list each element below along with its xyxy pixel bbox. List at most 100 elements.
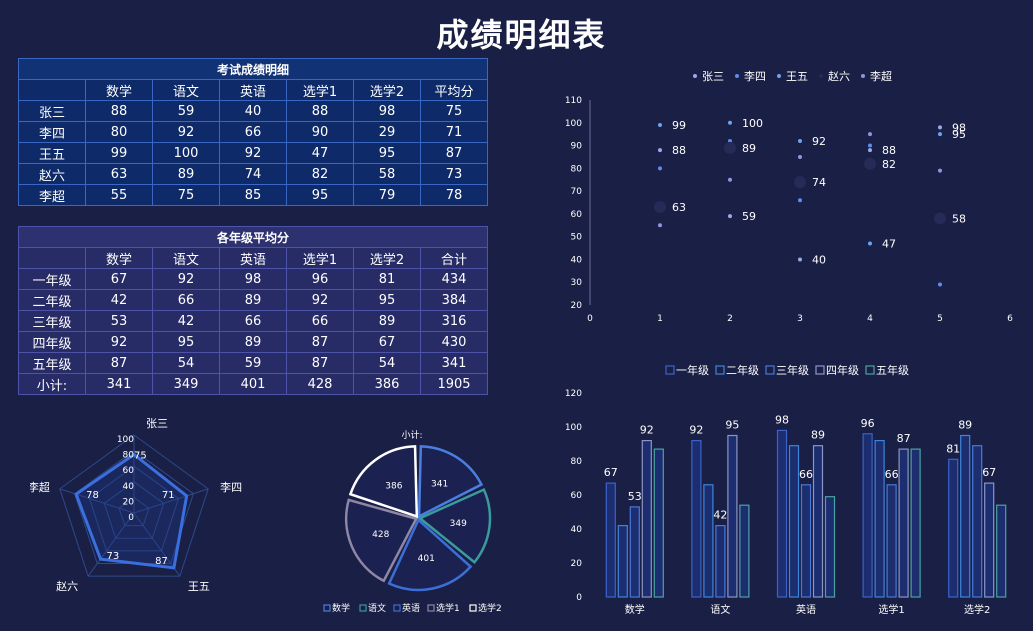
- scatter-point[interactable]: [868, 143, 872, 148]
- scatter-point[interactable]: [658, 123, 662, 128]
- pie-slice[interactable]: [348, 445, 419, 519]
- pie-slice[interactable]: [417, 487, 492, 565]
- table-cell: 88: [85, 100, 153, 122]
- radar-scale-label: 40: [123, 482, 135, 492]
- bar[interactable]: [812, 445, 824, 598]
- scatter-point[interactable]: [658, 166, 662, 171]
- legend-label[interactable]: 五年级: [876, 363, 909, 377]
- scatter-point[interactable]: [798, 139, 802, 143]
- radar-scale-label: 20: [123, 497, 135, 507]
- pie-slice[interactable]: [417, 445, 484, 519]
- bar[interactable]: [862, 433, 873, 598]
- bar[interactable]: [886, 484, 897, 598]
- bar[interactable]: [824, 496, 836, 598]
- scatter-point[interactable]: [728, 177, 732, 182]
- scatter-point[interactable]: [724, 141, 736, 154]
- bar[interactable]: [984, 482, 995, 598]
- y-tick-label: 60: [571, 491, 583, 501]
- legend-label[interactable]: 数学: [332, 602, 350, 614]
- scatter-point[interactable]: [938, 125, 942, 130]
- legend-marker: [427, 604, 435, 612]
- legend-label[interactable]: 选学1: [436, 602, 460, 614]
- scatter-point[interactable]: [658, 223, 662, 228]
- x-tick-label: 英语: [796, 603, 816, 616]
- bar[interactable]: [960, 434, 971, 598]
- bar[interactable]: [776, 429, 788, 598]
- bar[interactable]: [605, 482, 616, 598]
- radar-axis: [59, 488, 135, 514]
- bar[interactable]: [800, 484, 812, 598]
- radar-area[interactable]: [74, 452, 189, 570]
- radar-indicator-label: 李超: [30, 480, 50, 494]
- legend-label[interactable]: 二年级: [726, 363, 759, 377]
- table-cell: 42: [152, 310, 220, 332]
- scatter-point[interactable]: [798, 198, 802, 203]
- scatter-point[interactable]: [864, 157, 876, 170]
- bar[interactable]: [898, 448, 909, 598]
- pie-slice[interactable]: [344, 498, 418, 583]
- scatter-point[interactable]: [934, 212, 946, 225]
- scatter-point[interactable]: [938, 168, 942, 173]
- bar[interactable]: [653, 448, 664, 598]
- legend-marker: [469, 604, 477, 612]
- data-label: 63: [672, 201, 686, 214]
- data-label: 100: [742, 117, 763, 130]
- table-caption: 各年级平均分: [18, 226, 488, 248]
- bar[interactable]: [629, 506, 640, 598]
- data-label: 99: [672, 119, 686, 132]
- bar[interactable]: [691, 439, 702, 598]
- scatter-point[interactable]: [938, 282, 942, 287]
- data-label: 74: [812, 176, 826, 189]
- data-label: 98: [952, 121, 966, 134]
- table-cell: 74: [219, 163, 287, 185]
- column-header: 数学: [85, 79, 153, 101]
- legend-label[interactable]: 王五: [786, 70, 808, 83]
- bar[interactable]: [641, 439, 652, 598]
- legend-label[interactable]: 三年级: [776, 363, 809, 377]
- scatter-point[interactable]: [938, 132, 942, 137]
- bar[interactable]: [617, 525, 628, 598]
- legend-label[interactable]: 语文: [368, 602, 386, 614]
- scatter-point[interactable]: [798, 154, 802, 159]
- bar[interactable]: [715, 525, 726, 598]
- bar[interactable]: [948, 458, 959, 598]
- data-label: 89: [742, 142, 756, 155]
- radar-indicator-label: 赵六: [56, 579, 78, 593]
- legend-label[interactable]: 四年级: [826, 363, 859, 377]
- legend-label[interactable]: 李超: [870, 69, 892, 83]
- bar[interactable]: [727, 434, 738, 598]
- x-tick-label: 2: [727, 314, 733, 324]
- legend-label[interactable]: 张三: [702, 70, 724, 83]
- bar[interactable]: [739, 504, 750, 598]
- scatter-point[interactable]: [654, 201, 666, 214]
- data-label: 88: [672, 144, 686, 157]
- pie-slice[interactable]: [387, 517, 473, 592]
- table-cell: 98: [353, 100, 421, 122]
- row-label: 小计:: [18, 373, 86, 395]
- bar[interactable]: [874, 439, 885, 598]
- table-cell: 95: [353, 289, 421, 311]
- bar[interactable]: [703, 484, 714, 598]
- bar[interactable]: [910, 448, 921, 598]
- legend-label[interactable]: 李四: [744, 69, 766, 83]
- radar-axis: [87, 512, 135, 577]
- scatter-point[interactable]: [794, 176, 806, 188]
- scatter-point[interactable]: [658, 148, 662, 153]
- scatter-point[interactable]: [728, 120, 732, 125]
- legend-label[interactable]: 选学2: [478, 602, 502, 614]
- column-header: 语文: [152, 247, 220, 269]
- radar-value-label: 75: [134, 451, 147, 462]
- scatter-point[interactable]: [868, 148, 872, 153]
- legend-label[interactable]: 英语: [402, 602, 420, 614]
- legend-label[interactable]: 一年级: [676, 363, 709, 377]
- bar[interactable]: [788, 445, 800, 598]
- bar[interactable]: [996, 504, 1007, 598]
- scatter-point[interactable]: [868, 132, 872, 137]
- radar-scale-label: 60: [123, 466, 135, 476]
- bar[interactable]: [972, 445, 983, 598]
- scatter-point[interactable]: [798, 257, 802, 262]
- scatter-point[interactable]: [868, 241, 872, 246]
- scatter-point[interactable]: [728, 214, 732, 219]
- column-header: 数学: [85, 247, 153, 269]
- legend-label[interactable]: 赵六: [828, 69, 850, 83]
